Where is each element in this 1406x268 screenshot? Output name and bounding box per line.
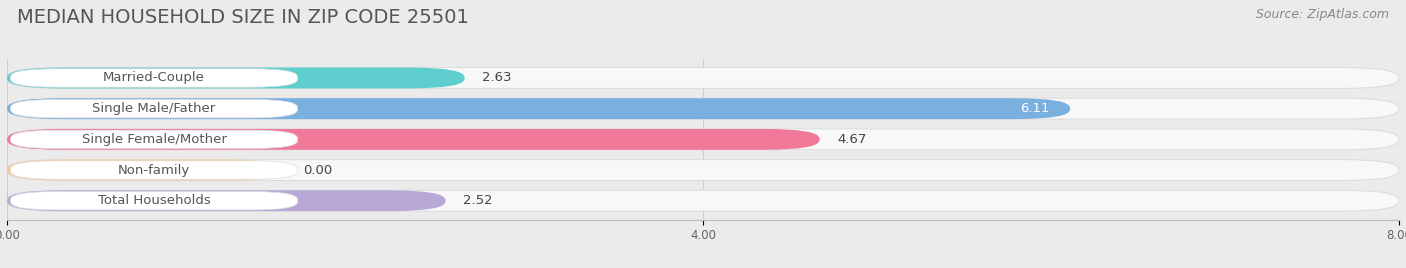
FancyBboxPatch shape bbox=[7, 98, 1399, 119]
FancyBboxPatch shape bbox=[7, 160, 1399, 180]
FancyBboxPatch shape bbox=[7, 160, 285, 180]
FancyBboxPatch shape bbox=[7, 68, 1399, 88]
Text: Source: ZipAtlas.com: Source: ZipAtlas.com bbox=[1256, 8, 1389, 21]
Text: Non-family: Non-family bbox=[118, 163, 190, 177]
Text: 2.63: 2.63 bbox=[482, 72, 512, 84]
FancyBboxPatch shape bbox=[10, 130, 298, 148]
Text: Single Female/Mother: Single Female/Mother bbox=[82, 133, 226, 146]
Text: 4.67: 4.67 bbox=[837, 133, 866, 146]
Text: Married-Couple: Married-Couple bbox=[103, 72, 205, 84]
Text: 0.00: 0.00 bbox=[302, 163, 332, 177]
FancyBboxPatch shape bbox=[7, 129, 1399, 150]
FancyBboxPatch shape bbox=[10, 99, 298, 118]
FancyBboxPatch shape bbox=[7, 190, 1399, 211]
Text: Single Male/Father: Single Male/Father bbox=[93, 102, 215, 115]
FancyBboxPatch shape bbox=[7, 129, 820, 150]
FancyBboxPatch shape bbox=[10, 192, 298, 210]
FancyBboxPatch shape bbox=[10, 161, 298, 179]
Text: 6.11: 6.11 bbox=[1019, 102, 1049, 115]
FancyBboxPatch shape bbox=[7, 190, 446, 211]
FancyBboxPatch shape bbox=[7, 68, 464, 88]
Text: 2.52: 2.52 bbox=[463, 194, 492, 207]
FancyBboxPatch shape bbox=[7, 98, 1070, 119]
FancyBboxPatch shape bbox=[10, 69, 298, 87]
Text: Total Households: Total Households bbox=[97, 194, 211, 207]
Text: MEDIAN HOUSEHOLD SIZE IN ZIP CODE 25501: MEDIAN HOUSEHOLD SIZE IN ZIP CODE 25501 bbox=[17, 8, 468, 27]
